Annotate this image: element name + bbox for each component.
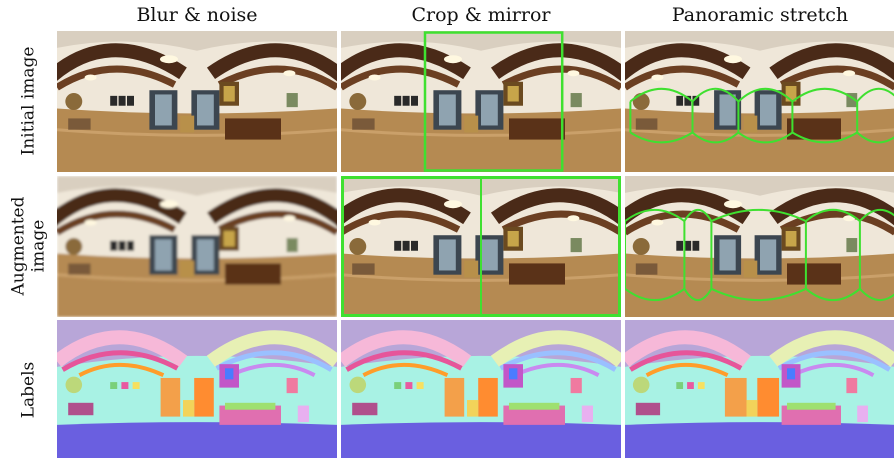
row-label-text: Initial image [18, 46, 39, 156]
column-title-blur-noise: Blur & noise [136, 4, 258, 26]
labels-crop-mirror [341, 320, 621, 458]
image-initial-blur-noise [57, 31, 337, 172]
row-label-text-2: image [28, 219, 49, 273]
image-initial-crop-mirror [341, 31, 621, 172]
row-label-labels: Labels [0, 320, 56, 460]
column-title-crop-mirror: Crop & mirror [411, 4, 551, 26]
labels-panoramic-stretch [625, 320, 894, 458]
image-augmented-panoramic-stretch [625, 176, 894, 317]
row-label-text: Augmented [8, 196, 29, 296]
row-label-initial-image: Initial image [0, 31, 56, 171]
column-title-panoramic-stretch: Panoramic stretch [671, 4, 849, 26]
image-augmented-blur-noise [57, 176, 337, 317]
labels-blur-noise [57, 320, 337, 458]
row-label-text: Labels [18, 361, 38, 419]
row-label-augmented-image: Augmented image [0, 176, 56, 316]
image-initial-panoramic-stretch [625, 31, 894, 172]
image-augmented-crop-mirror [341, 176, 621, 317]
